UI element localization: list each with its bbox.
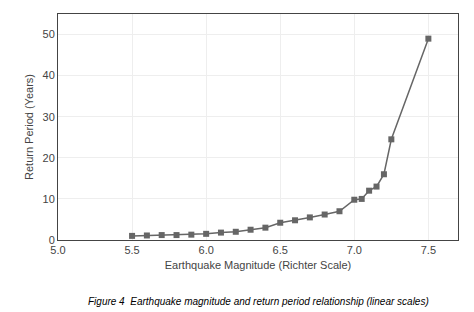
svg-text:10: 10 [43, 193, 55, 205]
svg-text:50: 50 [43, 28, 55, 40]
svg-text:7.0: 7.0 [347, 244, 362, 256]
svg-text:6.5: 6.5 [273, 244, 288, 256]
svg-text:30: 30 [43, 111, 55, 123]
svg-text:Figure 4 Earthquake magnitude: Figure 4 Earthquake magnitude and return… [88, 296, 429, 307]
svg-text:0: 0 [49, 234, 55, 246]
svg-text:Earthquake Magnitude (Richter: Earthquake Magnitude (Richter Scale) [165, 259, 351, 271]
svg-text:7.5: 7.5 [421, 244, 436, 256]
svg-text:6.0: 6.0 [199, 244, 214, 256]
svg-text:40: 40 [43, 69, 55, 81]
svg-text:20: 20 [43, 152, 55, 164]
svg-text:5.0: 5.0 [50, 244, 65, 256]
svg-text:Return Period (Years): Return Period (Years) [23, 74, 35, 180]
svg-text:5.5: 5.5 [124, 244, 139, 256]
